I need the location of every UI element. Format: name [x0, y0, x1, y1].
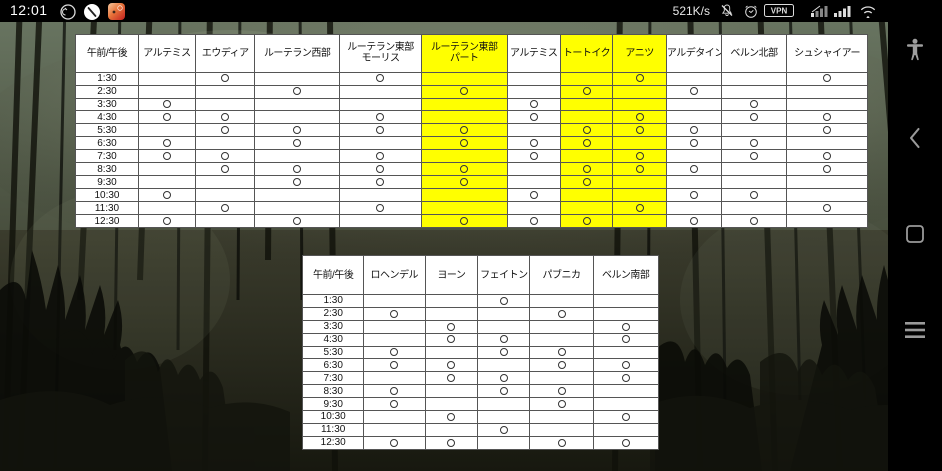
- svg-text:VPN: VPN: [771, 7, 788, 16]
